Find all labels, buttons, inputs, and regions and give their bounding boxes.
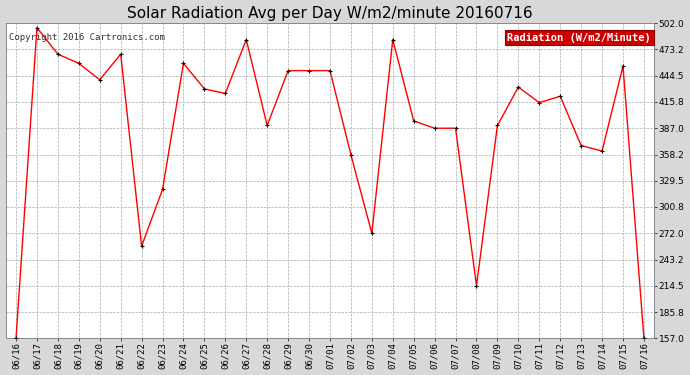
Title: Solar Radiation Avg per Day W/m2/minute 20160716: Solar Radiation Avg per Day W/m2/minute … — [127, 6, 533, 21]
Text: Copyright 2016 Cartronics.com: Copyright 2016 Cartronics.com — [9, 33, 165, 42]
Text: Radiation (W/m2/Minute): Radiation (W/m2/Minute) — [507, 33, 651, 43]
